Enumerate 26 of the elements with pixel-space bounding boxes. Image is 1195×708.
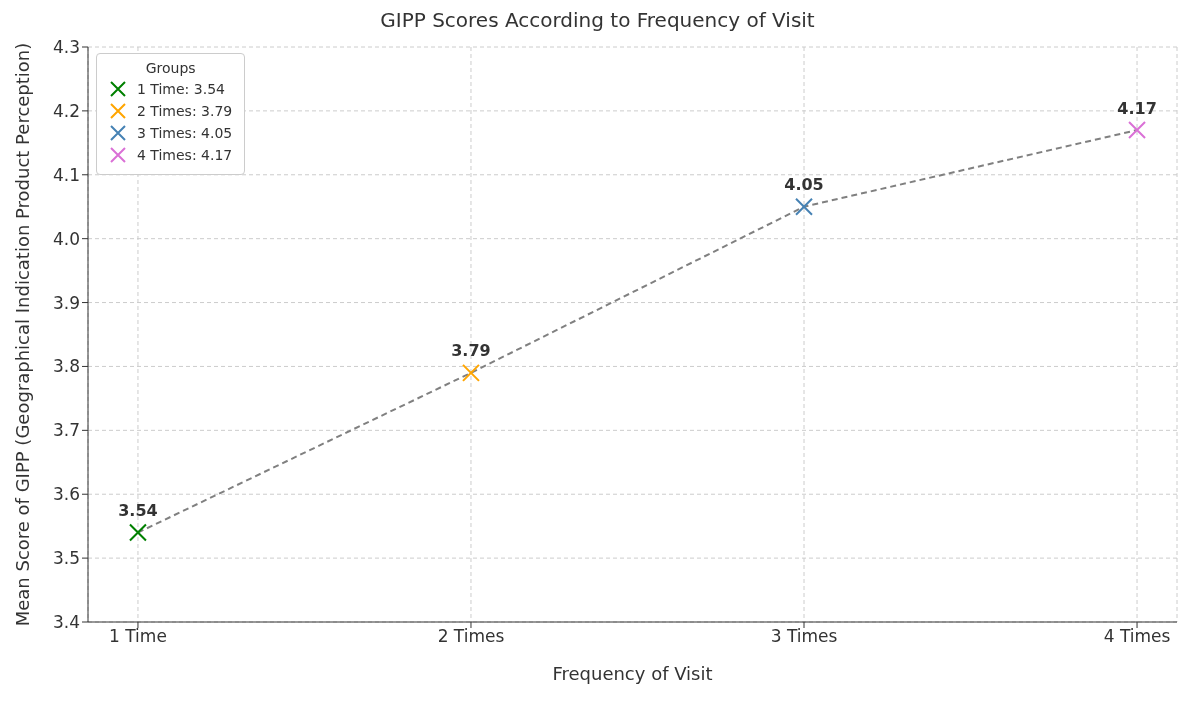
data-label: 3.54 — [118, 501, 158, 521]
chart-title: GIPP Scores According to Frequency of Visit — [379, 8, 816, 32]
legend-title: Groups — [144, 60, 197, 76]
x-tick-label: 2 Times — [437, 626, 505, 647]
x-axis-title: Frequency of Visit — [552, 662, 713, 684]
data-label: 3.79 — [451, 341, 491, 361]
x-tick-label: 1 Time — [109, 626, 167, 647]
x-tick-label: 4 Times — [1103, 626, 1171, 647]
x-tick-label: 3 Times — [770, 626, 838, 647]
legend-label: 3 Times: 4.05 — [137, 125, 233, 141]
data-label: 4.05 — [784, 175, 824, 195]
legend-label: 1 Time: 3.54 — [137, 81, 225, 97]
data-label: 4.17 — [1117, 98, 1157, 118]
y-tick-label: 4.0 — [52, 228, 80, 249]
y-tick-label: 4.1 — [52, 164, 80, 185]
y-tick-label: 4.2 — [52, 100, 80, 121]
y-tick-label: 3.6 — [52, 484, 80, 505]
y-tick-label: 4.3 — [52, 37, 80, 58]
legend-label: 2 Times: 3.79 — [137, 103, 233, 119]
y-tick-label: 3.7 — [52, 420, 80, 441]
y-tick-label: 3.8 — [52, 356, 80, 377]
y-tick-label: 3.9 — [52, 292, 80, 313]
y-tick-label: 3.5 — [52, 548, 80, 569]
y-tick-label: 3.4 — [52, 612, 80, 633]
y-axis-title: Mean Score of GIPP (Geographical Indication Product Perception) — [12, 42, 34, 627]
legend-label: 4 Times: 4.17 — [137, 147, 233, 163]
